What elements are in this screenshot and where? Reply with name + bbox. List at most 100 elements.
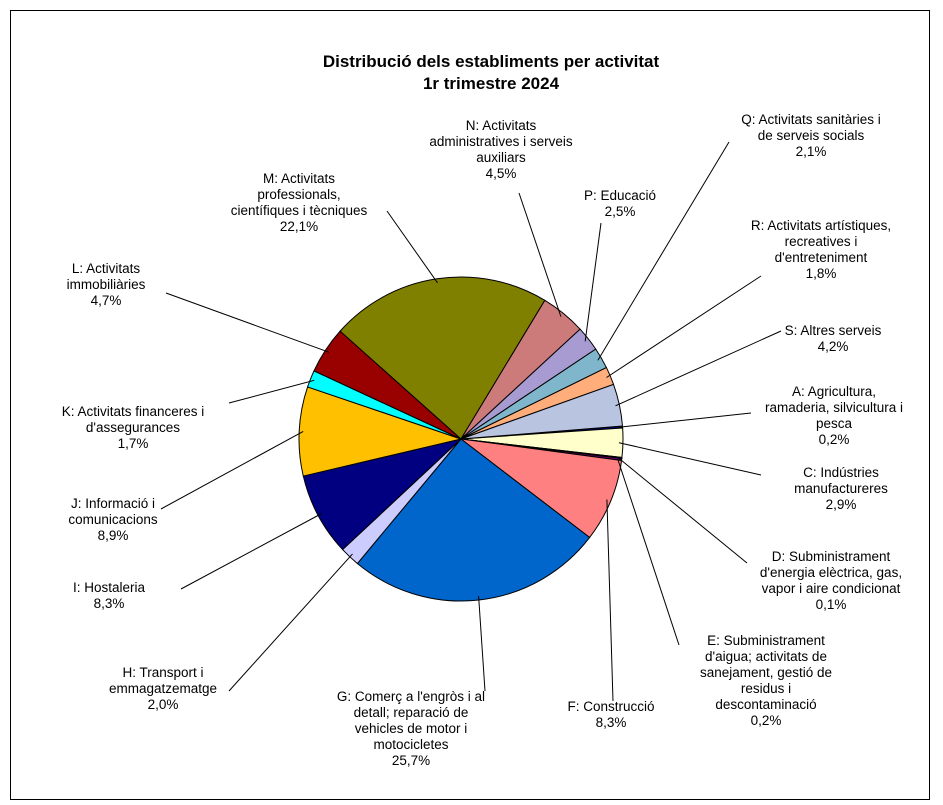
pie-slice-m: [339, 276, 546, 440]
slice-label-line: auxiliars: [476, 150, 526, 165]
slice-label-line: de serveis socials: [758, 128, 865, 143]
slice-label-line: G: Comerç a l'engròs i al: [337, 689, 485, 704]
slice-label-line: d'energia elèctrica, gas,: [760, 565, 902, 580]
slice-label-a: A: Agricultura, ramaderia, silvicultura i…: [765, 384, 903, 447]
slice-value-m: 22,1%: [280, 219, 318, 234]
slice-label-line: manufactureres: [794, 481, 888, 496]
leader-line-p: [584, 222, 602, 342]
leader-line-r: [606, 275, 762, 378]
leader-line-m: [386, 210, 438, 284]
slice-value-q: 2,1%: [796, 144, 827, 159]
slice-label-d: D: Subministrament d'energia elèctrica, g…: [760, 549, 902, 612]
slice-label-line: motocicletes: [373, 737, 448, 752]
slice-label-s: S: Altres serveis 4,2%: [785, 323, 882, 354]
leader-line-q: [597, 141, 730, 361]
slice-value-n: 4,5%: [486, 166, 517, 181]
slice-value-p: 2,5%: [605, 204, 636, 219]
slice-label-line: I: Hostaleria: [73, 580, 146, 595]
slice-label-line: pesca: [816, 416, 853, 431]
slice-label-c: C: Indústries manufactureres 2,9%: [794, 465, 888, 512]
slice-label-line: P: Educació: [584, 188, 656, 203]
chart-frame: Distribució dels establiments per activi…: [10, 10, 930, 800]
leader-line-j: [160, 430, 304, 510]
slice-label-line: científiques i tècniques: [231, 203, 368, 218]
slice-label-line: immobiliàries: [67, 277, 146, 292]
slice-value-k: 1,7%: [118, 436, 149, 451]
leader-line-h: [228, 553, 353, 692]
leader-line-a: [618, 412, 752, 428]
slice-label-m: M: Activitats professionals, científiques …: [231, 171, 368, 234]
leader-line-s: [615, 330, 782, 407]
chart-subtitle: 1r trimestre 2024: [423, 74, 560, 93]
leader-line-n: [518, 192, 562, 317]
slice-value-c: 2,9%: [826, 497, 857, 512]
pie-chart: Distribució dels establiments per activi…: [62, 52, 903, 768]
slice-label-line: detall; reparació de: [354, 705, 469, 720]
slice-value-j: 8,9%: [98, 528, 129, 543]
slice-label-line: d'entreteniment: [775, 250, 868, 265]
slice-label-line: descontaminació: [715, 697, 816, 712]
slice-label-line: K: Activitats financeres i: [62, 404, 205, 419]
slice-label-line: J: Informació i: [71, 496, 155, 511]
slice-label-q: Q: Activitats sanitàries i de serveis soc…: [741, 112, 881, 159]
slice-label-line: F: Construcció: [567, 699, 654, 714]
pie-slices: [298, 276, 624, 602]
slice-label-line: M: Activitats: [263, 171, 335, 186]
slice-label-line: emmagatzematge: [109, 681, 217, 696]
slice-label-e: E: Subministrament d'aigua; activitats de…: [700, 633, 832, 728]
pie-slice-j: [298, 386, 463, 477]
leader-lines: [160, 141, 782, 702]
slice-label-line: A: Agricultura,: [792, 384, 876, 399]
slice-label-line: sanejament, gestió de: [700, 665, 832, 680]
slice-label-j: J: Informació i comunicacions 8,9%: [68, 496, 158, 543]
slice-label-line: ramaderia, silvicultura i: [765, 400, 903, 415]
slice-label-line: R: Activitats artístiques,: [751, 218, 891, 233]
slice-label-line: S: Altres serveis: [785, 323, 882, 338]
slice-label-g: G: Comerç a l'engròs i al detall; reparac…: [337, 689, 485, 768]
slice-label-line: Q: Activitats sanitàries i: [741, 112, 881, 127]
slice-value-s: 4,2%: [818, 339, 849, 354]
leader-line-k: [228, 379, 315, 404]
leader-line-d: [617, 457, 748, 564]
slice-label-line: vapor i aire condicionat: [762, 581, 901, 596]
slice-label-k: K: Activitats financeres i d'assegurances…: [62, 404, 205, 451]
slice-label-line: L: Activitats: [72, 261, 141, 276]
slice-label-line: d'assegurances: [86, 420, 180, 435]
slice-label-line: d'aigua; activitats de: [705, 649, 827, 664]
slice-label-line: C: Indústries: [803, 465, 879, 480]
pie-slice-s: [460, 383, 624, 440]
slice-label-l: L: Activitats immobiliàries 4,7%: [67, 261, 146, 308]
slice-label-n: N: Activitats administratives i serveis au…: [429, 118, 573, 181]
slice-label-line: residus i: [741, 681, 791, 696]
slice-label-i: I: Hostaleria 8,3%: [73, 580, 146, 611]
leader-line-l: [165, 292, 330, 353]
leader-line-c: [618, 442, 762, 476]
slice-value-g: 25,7%: [392, 753, 430, 768]
slice-label-line: H: Transport i: [122, 665, 203, 680]
chart-title: Distribució dels establiments per activi…: [323, 52, 660, 71]
slice-value-h: 2,0%: [148, 697, 179, 712]
slice-label-line: E: Subministrament: [707, 633, 825, 648]
slice-value-f: 8,3%: [596, 715, 627, 730]
slice-label-p: P: Educació 2,5%: [584, 188, 656, 219]
leader-line-f: [606, 499, 614, 702]
slice-label-line: administratives i serveis: [429, 134, 573, 149]
leader-line-g: [478, 595, 486, 692]
slice-value-d: 0,1%: [816, 597, 847, 612]
slice-label-h: H: Transport i emmagatzematge 2,0%: [109, 665, 217, 712]
slice-value-l: 4,7%: [91, 293, 122, 308]
slice-label-line: comunicacions: [68, 512, 158, 527]
leader-line-i: [180, 513, 322, 590]
leader-line-e: [617, 458, 680, 646]
slice-label-line: professionals,: [257, 187, 340, 202]
slice-labels: A: Agricultura, ramaderia, silvicultura i…: [62, 112, 903, 768]
slice-label-line: D: Subministrament: [772, 549, 891, 564]
slice-value-a: 0,2%: [819, 432, 850, 447]
slice-label-f: F: Construcció 8,3%: [567, 699, 654, 730]
slice-label-line: vehicles de motor i: [355, 721, 468, 736]
slice-value-e: 0,2%: [751, 713, 782, 728]
slice-label-line: N: Activitats: [466, 118, 537, 133]
slice-label-line: recreatives i: [785, 234, 858, 249]
slice-value-r: 1,8%: [806, 266, 837, 281]
